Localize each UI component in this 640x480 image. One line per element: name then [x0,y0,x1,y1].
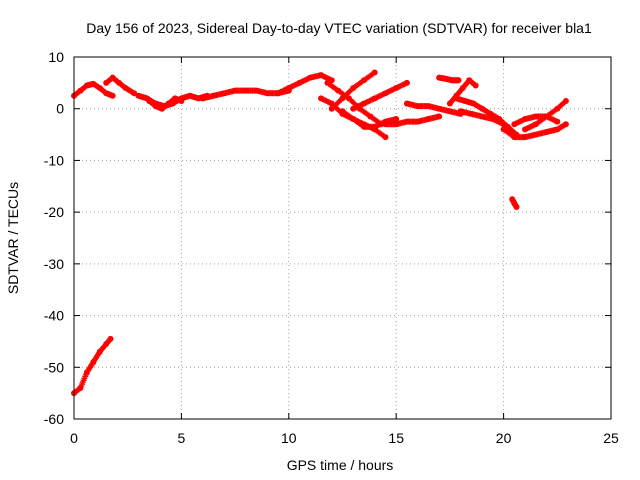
series-arc-17 [453,95,520,138]
data-point [109,92,116,99]
y-tick-label: 10 [48,49,64,65]
series-arc-18 [457,108,507,128]
series-arc-19 [500,121,569,141]
series-arc-15 [436,74,462,84]
data-point [562,121,569,128]
series-arc-3 [103,74,138,97]
data-point [472,82,479,89]
plot-frame [73,56,612,420]
x-axis-label: GPS time / hours [287,457,394,473]
data-point [436,113,443,120]
data-points [71,69,569,397]
data-point [500,121,507,128]
y-tick-label: -20 [44,204,64,220]
data-point [554,118,561,125]
data-point [403,79,410,86]
series-arc-21 [522,97,569,133]
y-tick-label: -60 [44,411,64,427]
chart-title: Day 156 of 2023, Sidereal Day-to-day VTE… [86,20,592,36]
x-tick-label: 5 [178,430,186,446]
data-point [393,116,400,123]
series-arc-2 [71,80,116,99]
data-point [562,97,569,104]
x-tick-label: 0 [70,430,78,446]
grid-lines [74,57,611,419]
axis-ticks: 0 5 10 15 20 25 10 0 -10 -20 -30 -40 -50 -60 [44,49,619,446]
series-arc-5 [146,95,185,112]
data-point [382,134,389,141]
y-tick-label: 0 [56,101,64,117]
series-arc-14 [403,100,464,117]
data-point [455,77,462,84]
x-tick-label: 15 [388,430,404,446]
y-tick-label: -40 [44,308,64,324]
series-arc-12 [350,79,410,112]
series-arc-10 [328,69,378,112]
y-tick-label: -10 [44,152,64,168]
data-point [371,69,378,76]
data-point [513,203,520,210]
x-tick-label: 10 [281,430,297,446]
series-arc-7 [275,72,335,97]
series-arc-22 [509,196,520,210]
series-arc-1 [71,335,114,397]
x-tick-label: 20 [496,430,512,446]
y-tick-label: -50 [44,359,64,375]
y-axis-label: SDTVAR / TECUs [5,182,21,294]
x-tick-label: 25 [603,430,619,446]
data-point [107,335,114,342]
y-tick-label: -30 [44,256,64,272]
data-point [178,97,185,104]
series-arc-13 [382,113,443,128]
